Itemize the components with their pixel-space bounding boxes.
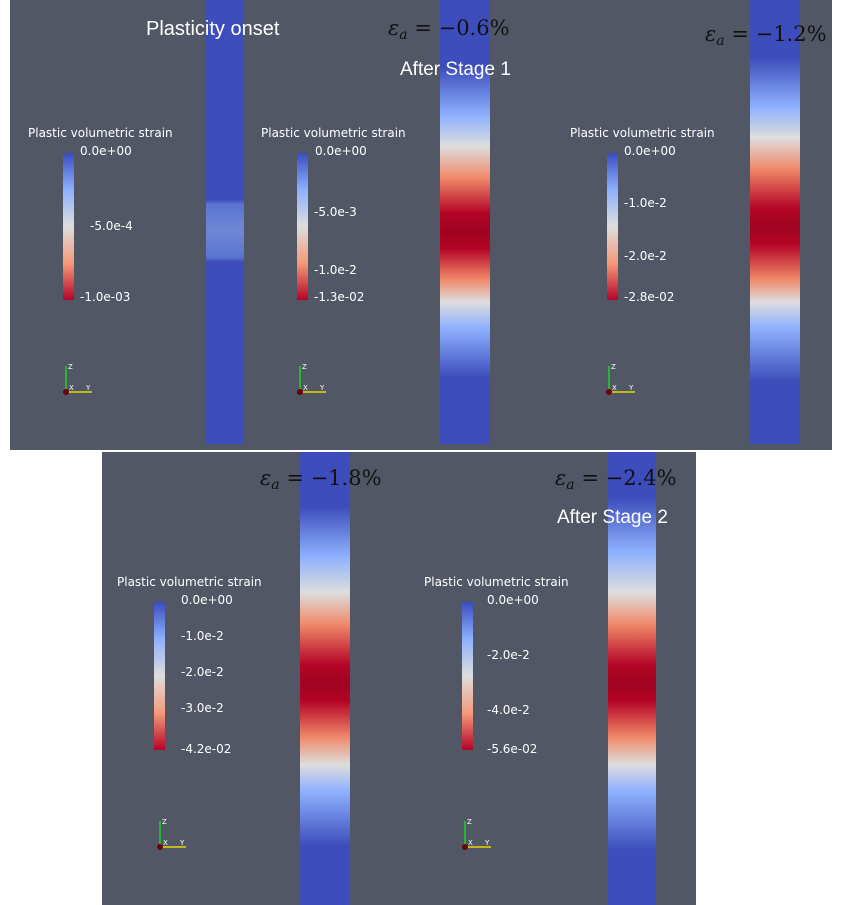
- colorbar-tick: -3.0e-2: [181, 701, 224, 715]
- specimen-column-onset: [206, 0, 244, 444]
- axes-triad-icon: Z X Y: [462, 818, 491, 850]
- strain-subscript: a: [399, 27, 408, 43]
- svg-text:Z: Z: [611, 363, 616, 371]
- svg-text:Z: Z: [467, 818, 472, 826]
- specimen-column-panel4: [300, 452, 350, 905]
- colorbar: [607, 153, 618, 300]
- strain-label: εa = −0.6%: [388, 16, 510, 43]
- top-row-panel: Plastic volumetric strain 0.0e+00 -5.0e-…: [10, 0, 832, 450]
- colorbar-title: Plastic volumetric strain: [570, 126, 715, 140]
- colorbar-title: Plastic volumetric strain: [261, 126, 406, 140]
- colorbar-title: Plastic volumetric strain: [117, 575, 262, 589]
- caption-after-stage-2: After Stage 2: [557, 507, 668, 528]
- svg-text:X: X: [303, 384, 308, 392]
- strain-symbol: ε: [555, 466, 567, 490]
- colorbar: [63, 153, 74, 300]
- svg-text:X: X: [163, 839, 168, 847]
- strain-label: εa = −2.4%: [555, 466, 677, 493]
- axes-triad-icon: Z X Y: [157, 818, 186, 850]
- colorbar-tick: -2.8e-02: [624, 290, 675, 304]
- colorbar-tick: -2.0e-2: [181, 665, 224, 679]
- colorbar-tick: -1.3e-02: [314, 290, 365, 304]
- svg-text:Z: Z: [68, 363, 73, 371]
- strain-value: = −1.8%: [286, 466, 382, 490]
- svg-text:X: X: [612, 384, 617, 392]
- svg-text:Y: Y: [85, 384, 91, 392]
- svg-text:Y: Y: [319, 384, 325, 392]
- specimen-column-panel3: [750, 0, 800, 444]
- strain-symbol: ε: [388, 16, 400, 40]
- bottom-row-panel: Plastic volumetric strain 0.0e+00 -1.0e-…: [102, 452, 696, 905]
- axes-triad-icon: Z X Y: [297, 363, 326, 395]
- axes-triad-icon: Z X Y: [63, 363, 92, 395]
- colorbar-tick: 0.0e+00: [80, 144, 132, 158]
- colorbar-tick: -4.2e-02: [181, 742, 232, 756]
- colorbar-title: Plastic volumetric strain: [28, 126, 173, 140]
- specimen-column-stage2: [608, 452, 656, 905]
- colorbar-tick: -5.0e-3: [314, 205, 357, 219]
- strain-value: = −1.2%: [731, 22, 827, 46]
- svg-text:X: X: [468, 839, 473, 847]
- strain-value: = −0.6%: [414, 16, 510, 40]
- svg-text:X: X: [69, 384, 74, 392]
- svg-text:Z: Z: [302, 363, 307, 371]
- svg-text:Y: Y: [628, 384, 634, 392]
- colorbar-tick: 0.0e+00: [624, 144, 676, 158]
- svg-text:Y: Y: [179, 839, 185, 847]
- colorbar: [462, 602, 473, 750]
- caption-after-stage-1: After Stage 1: [400, 59, 511, 80]
- svg-text:Y: Y: [484, 839, 490, 847]
- colorbar-tick: -4.0e-2: [487, 703, 530, 717]
- strain-symbol: ε: [705, 22, 717, 46]
- strain-symbol: ε: [260, 466, 272, 490]
- strain-subscript: a: [271, 477, 280, 493]
- colorbar-tick: -5.0e-4: [90, 219, 133, 233]
- colorbar-tick: -2.0e-2: [624, 249, 667, 263]
- strain-label: εa = −1.2%: [705, 22, 827, 49]
- colorbar-tick: 0.0e+00: [181, 593, 233, 607]
- strain-subscript: a: [566, 477, 575, 493]
- strain-label: εa = −1.8%: [260, 466, 382, 493]
- colorbar-tick: -2.0e-2: [487, 648, 530, 662]
- strain-value: = −2.4%: [581, 466, 677, 490]
- axes-triad-icon: Z X Y: [606, 363, 635, 395]
- colorbar-tick: -1.0e-2: [181, 629, 224, 643]
- specimen-column-stage1: [440, 0, 490, 444]
- colorbar: [154, 602, 165, 750]
- colorbar: [297, 153, 308, 300]
- colorbar-tick: -1.0e-2: [624, 196, 667, 210]
- colorbar-tick: 0.0e+00: [315, 144, 367, 158]
- colorbar-tick: -1.0e-03: [80, 290, 131, 304]
- caption-plasticity-onset: Plasticity onset: [146, 18, 280, 40]
- colorbar-tick: 0.0e+00: [487, 593, 539, 607]
- strain-subscript: a: [716, 33, 725, 49]
- colorbar-tick: -5.6e-02: [487, 742, 538, 756]
- colorbar-title: Plastic volumetric strain: [424, 575, 569, 589]
- svg-text:Z: Z: [162, 818, 167, 826]
- colorbar-tick: -1.0e-2: [314, 263, 357, 277]
